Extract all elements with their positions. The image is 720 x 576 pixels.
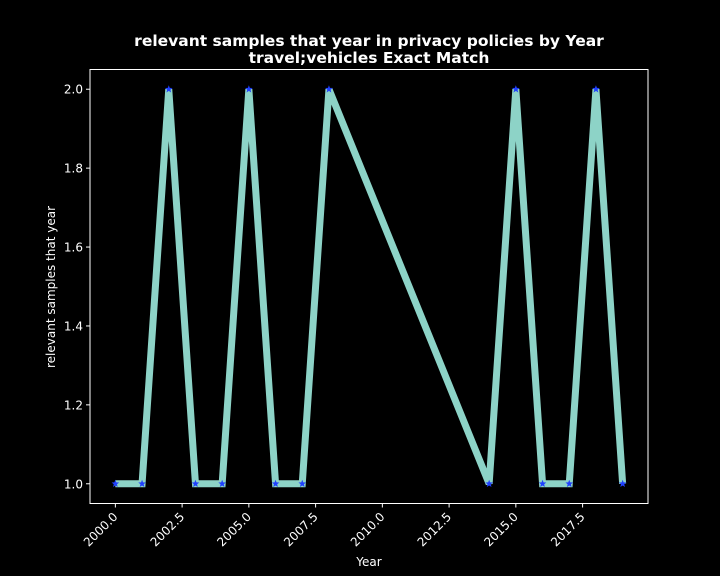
data-point-star xyxy=(245,85,253,93)
x-tick-label: 2012.5 xyxy=(415,510,455,550)
plot-area xyxy=(89,69,649,504)
x-tick-label: 2005.0 xyxy=(214,510,254,550)
data-point-star xyxy=(592,85,600,93)
x-tick-label: 2002.5 xyxy=(148,510,188,550)
series-line xyxy=(115,87,627,488)
data-point-star xyxy=(485,479,493,488)
data-point-star xyxy=(325,85,333,93)
data-point-star xyxy=(111,479,120,488)
y-tick-label: 1.2 xyxy=(64,398,83,412)
y-tick-label: 1.0 xyxy=(64,477,83,491)
x-axis-label: Year xyxy=(355,555,381,569)
data-point-star xyxy=(271,479,280,488)
x-axis: 2000.0 2002.5 2005.0 2007.5 2010.0 2012.5 2015… xyxy=(81,503,588,550)
y-tick-label: 1.6 xyxy=(64,241,83,255)
y-tick-label: 1.8 xyxy=(64,162,83,176)
data-point-star xyxy=(298,479,307,488)
x-tick-label: 2010.0 xyxy=(348,510,388,550)
series-markers xyxy=(111,85,627,488)
data-point-star xyxy=(538,479,547,488)
data-point-star xyxy=(138,479,146,488)
data-point-star xyxy=(618,479,627,488)
y-tick-label: 2.0 xyxy=(64,83,83,97)
y-axis: 1.0 1.2 1.4 1.6 1.8 2.0 xyxy=(64,83,90,491)
data-point-star xyxy=(565,479,574,488)
x-tick-label: 2015.0 xyxy=(481,510,521,550)
chart-subtitle: travel;vehicles Exact Match xyxy=(249,49,490,67)
x-tick-label: 2007.5 xyxy=(281,510,321,550)
data-point-star xyxy=(512,85,520,93)
y-axis-label: relevant samples that year xyxy=(44,206,58,368)
x-tick-label: 2017.5 xyxy=(548,510,588,550)
x-tick-label: 2000.0 xyxy=(81,510,121,550)
chart-title: relevant samples that year in privacy po… xyxy=(134,32,604,50)
data-point-star xyxy=(218,479,226,488)
series-line-path xyxy=(115,87,627,488)
y-tick-label: 1.4 xyxy=(64,319,83,333)
data-point-star xyxy=(164,85,173,93)
data-point-star xyxy=(191,479,200,488)
